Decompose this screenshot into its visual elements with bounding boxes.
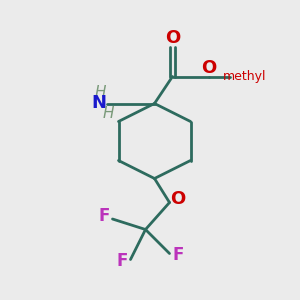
Text: O: O	[165, 29, 180, 47]
Text: methyl: methyl	[223, 70, 267, 83]
Text: F: F	[116, 252, 128, 270]
Text: O: O	[170, 190, 185, 208]
Text: F: F	[98, 207, 110, 225]
Text: N: N	[92, 94, 106, 112]
Text: O: O	[201, 59, 216, 77]
Text: H: H	[103, 106, 114, 122]
Text: F: F	[172, 246, 184, 264]
Text: H: H	[95, 85, 106, 100]
